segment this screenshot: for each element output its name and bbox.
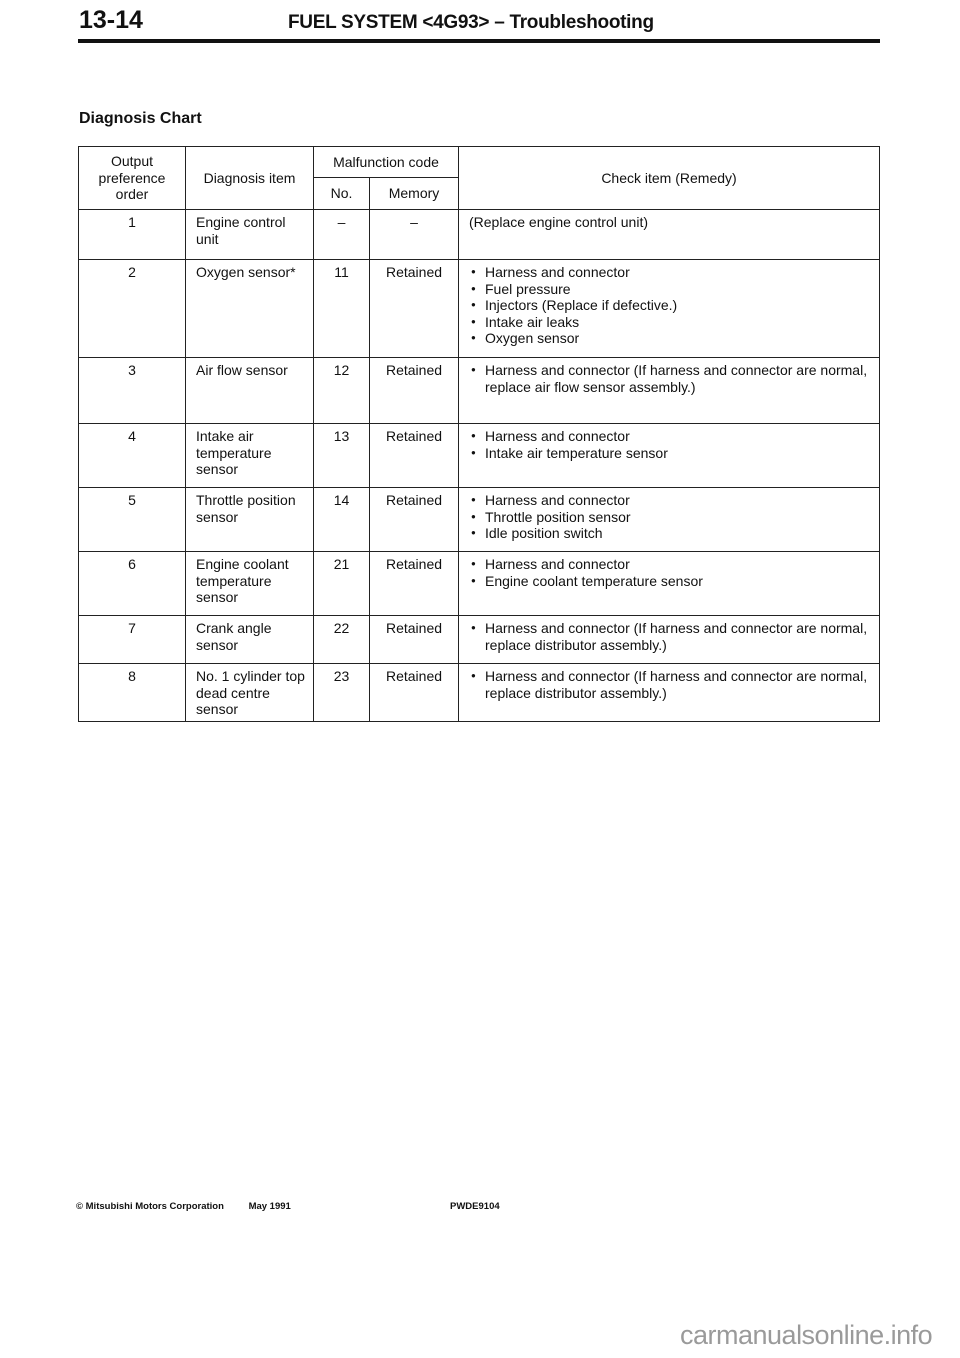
check-bullet: Engine coolant temperature sensor [471, 573, 871, 590]
check-item-cell: Harness and connectorFuel pressureInject… [458, 259, 880, 358]
diagnosis-item-cell: Oxygen sensor* [185, 259, 314, 358]
order-cell: 1 [78, 209, 186, 260]
check-list: Harness and connector (If harness and co… [469, 620, 871, 653]
order-cell: 5 [78, 487, 186, 552]
check-bullet: Fuel pressure [471, 281, 871, 298]
code-number-cell: 11 [313, 259, 370, 358]
memory-cell: Retained [369, 423, 459, 488]
code-number-cell: 22 [313, 615, 370, 664]
check-item-cell: Harness and connectorThrottle position s… [458, 487, 880, 552]
check-list: Harness and connectorEngine coolant temp… [469, 556, 871, 589]
footer-code: PWDE9104 [450, 1201, 500, 1212]
check-item-cell: Harness and connectorEngine coolant temp… [458, 551, 880, 616]
table-row: 6 Engine coolant temperature sensor 21 Reta… [78, 551, 880, 616]
memory-cell: – [369, 209, 459, 260]
header-memory: Memory [369, 177, 459, 210]
check-bullet: Intake air leaks [471, 314, 871, 331]
table-row: 1 Engine control unit – – (Replace engine co… [78, 209, 880, 260]
header-code: Malfunction code [313, 146, 459, 178]
diagnosis-item-cell: Crank angle sensor [185, 615, 314, 664]
watermark: carmanualsonline.info [680, 1320, 933, 1350]
check-bullet: Injectors (Replace if defective.) [471, 297, 871, 314]
table-row: 4 Intake air temperature sensor 13 Retained… [78, 423, 880, 488]
page-number: 13-14 [79, 6, 143, 34]
memory-cell: Retained [369, 663, 459, 722]
check-bullet: Harness and connector (If harness and co… [471, 362, 871, 395]
check-bullet: Harness and connector (If harness and co… [471, 668, 871, 701]
check-item-cell: (Replace engine control unit) [458, 209, 880, 260]
check-item-cell: Harness and connector (If harness and co… [458, 663, 880, 722]
diagnosis-item-cell: Engine control unit [185, 209, 314, 260]
check-item-cell: Harness and connector (If harness and co… [458, 615, 880, 664]
order-cell: 3 [78, 357, 186, 424]
check-list: Harness and connector (If harness and co… [469, 362, 871, 395]
footer-copyright: © Mitsubishi Motors Corporation [76, 1201, 224, 1212]
diagnosis-item-cell: Engine coolant temperature sensor [185, 551, 314, 616]
code-number-cell: 14 [313, 487, 370, 552]
diagnosis-table: Output preference order Diagnosis item M… [78, 146, 880, 722]
header-item: Diagnosis item [185, 146, 314, 210]
diagnosis-item-cell: Intake air temperature sensor [185, 423, 314, 488]
check-bullet: Harness and connector [471, 264, 871, 281]
table-row: 8 No. 1 cylinder top dead centre sensor 23… [78, 663, 880, 722]
check-list: Harness and connectorIntake air temperat… [469, 428, 871, 461]
check-item-cell: Harness and connectorIntake air temperat… [458, 423, 880, 488]
memory-cell: Retained [369, 259, 459, 358]
code-number-cell: 12 [313, 357, 370, 424]
check-bullet: Idle position switch [471, 525, 871, 542]
order-cell: 7 [78, 615, 186, 664]
memory-cell: Retained [369, 487, 459, 552]
diagnosis-item-cell: Air flow sensor [185, 357, 314, 424]
memory-cell: Retained [369, 551, 459, 616]
header-order: Output preference order [78, 146, 186, 210]
diagnosis-item-cell: No. 1 cylinder top dead centre sensor [185, 663, 314, 722]
check-bullet: Harness and connector [471, 492, 871, 509]
code-number-cell: – [313, 209, 370, 260]
section-title: Diagnosis Chart [79, 110, 202, 127]
code-number-cell: 13 [313, 423, 370, 488]
footer: © Mitsubishi Motors Corporation May 1991 [76, 1201, 313, 1212]
order-cell: 2 [78, 259, 186, 358]
check-list: Harness and connectorThrottle position s… [469, 492, 871, 542]
code-number-cell: 21 [313, 551, 370, 616]
code-number-cell: 23 [313, 663, 370, 722]
order-cell: 4 [78, 423, 186, 488]
check-item-cell: Harness and connector (If harness and co… [458, 357, 880, 424]
header-check: Check item (Remedy) [458, 146, 880, 210]
page-title: FUEL SYSTEM <4G93> – Troubleshooting [288, 12, 654, 33]
check-bullet: Harness and connector [471, 556, 871, 573]
memory-cell: Retained [369, 357, 459, 424]
check-list: Harness and connectorFuel pressureInject… [469, 264, 871, 347]
diagnosis-item-cell: Throttle position sensor [185, 487, 314, 552]
header-no: No. [313, 177, 370, 210]
check-bullet: Oxygen sensor [471, 330, 871, 347]
footer-date: May 1991 [248, 1201, 291, 1212]
check-bullet: Throttle position sensor [471, 509, 871, 526]
check-bullet: Intake air temperature sensor [471, 445, 871, 462]
header-rule [78, 39, 880, 43]
order-cell: 6 [78, 551, 186, 616]
check-list: Harness and connector (If harness and co… [469, 668, 871, 701]
order-cell: 8 [78, 663, 186, 722]
check-text: (Replace engine control unit) [469, 214, 648, 230]
check-bullet: Harness and connector [471, 428, 871, 445]
memory-cell: Retained [369, 615, 459, 664]
check-bullet: Harness and connector (If harness and co… [471, 620, 871, 653]
